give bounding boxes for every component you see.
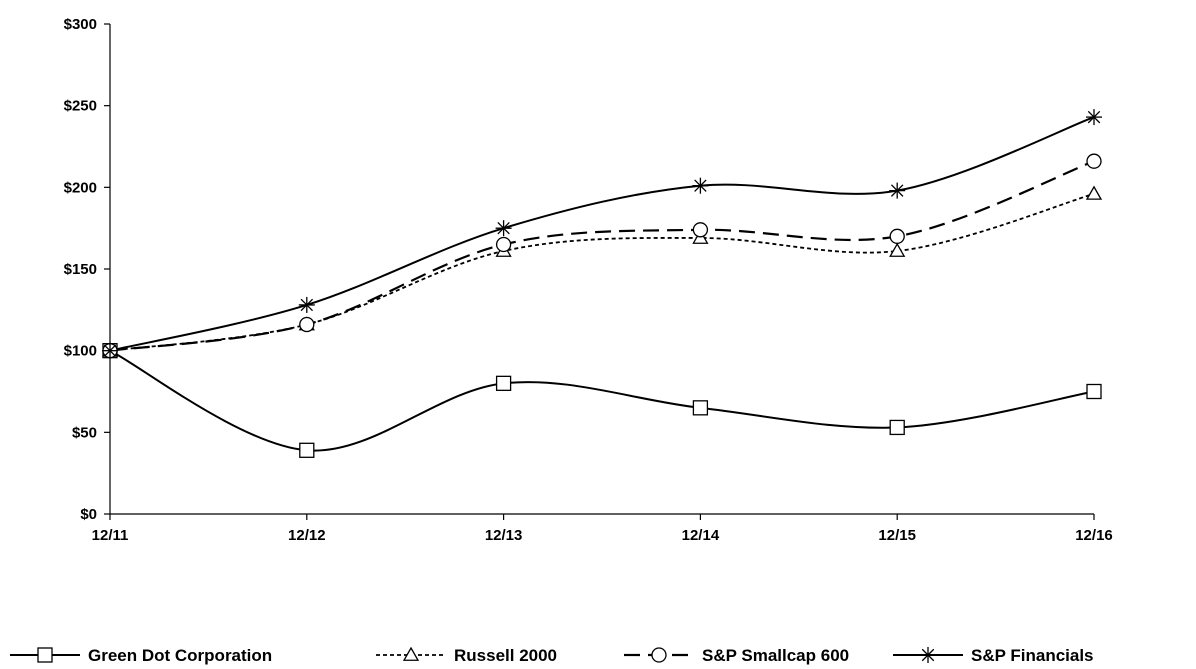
legend-label: S&P Financials: [971, 646, 1094, 665]
y-tick-label: $100: [64, 343, 97, 360]
series-line-1: [109, 193, 1095, 352]
series-0-point: [299, 442, 315, 458]
series-3-point: [889, 182, 906, 199]
series-2-point: [1086, 153, 1102, 169]
y-tick-label: $250: [64, 98, 97, 115]
series-2-point: [692, 222, 709, 238]
legend-item: Green Dot Corporation: [10, 646, 272, 665]
x-tick-label: 12/12: [288, 527, 326, 544]
legend-item: S&P Financials: [893, 646, 1094, 665]
legend-label: S&P Smallcap 600: [702, 646, 849, 665]
x-tick-label: 12/15: [878, 527, 916, 544]
axes: $0 $50 $100 $150 $200 $250 $300 12/11 12/12 12/13…: [64, 16, 1113, 544]
series-0-point: [495, 375, 512, 391]
x-tick-label: 12/14: [682, 527, 720, 544]
x-tick-label: 12/13: [485, 527, 523, 544]
series-0-point: [692, 400, 709, 416]
series-line-3: [109, 116, 1095, 352]
series-3-point: [495, 220, 512, 237]
x-tick-label: 12/11: [92, 527, 129, 544]
series-1-point: [1085, 185, 1103, 200]
series-line-0: [109, 349, 1095, 452]
series-2-point: [299, 316, 315, 333]
y-tick-label: $300: [64, 16, 97, 33]
series-2-point: [889, 228, 905, 244]
legend-label: Russell 2000: [454, 646, 557, 665]
series-3-point: [102, 342, 118, 359]
legend-marker: [37, 647, 53, 663]
x-tick-label: 12/16: [1075, 527, 1113, 544]
y-tick-label: $200: [64, 179, 97, 196]
series-3-point: [1086, 109, 1102, 126]
y-tick-label: $50: [72, 424, 97, 441]
y-tick-label: $150: [64, 261, 97, 278]
legend-item: Russell 2000: [376, 646, 557, 665]
series-line-2: [109, 160, 1095, 352]
series-3-point: [298, 296, 315, 313]
y-tick-label: $0: [80, 506, 97, 523]
legend-marker: [920, 647, 936, 663]
series-3-point: [692, 177, 709, 194]
legend-item: S&P Smallcap 600: [624, 646, 849, 665]
legend-label: Green Dot Corporation: [88, 646, 272, 665]
series-0-point: [889, 419, 905, 436]
legend: Green Dot Corporation Russell 2000 S&P Sma…: [10, 646, 1094, 665]
legend-marker: [402, 646, 420, 661]
legend-marker: [651, 647, 667, 663]
series-0-point: [1086, 383, 1102, 400]
series-1-point: [889, 242, 906, 257]
series-layer: [101, 109, 1103, 458]
series-2-point: [495, 236, 512, 253]
